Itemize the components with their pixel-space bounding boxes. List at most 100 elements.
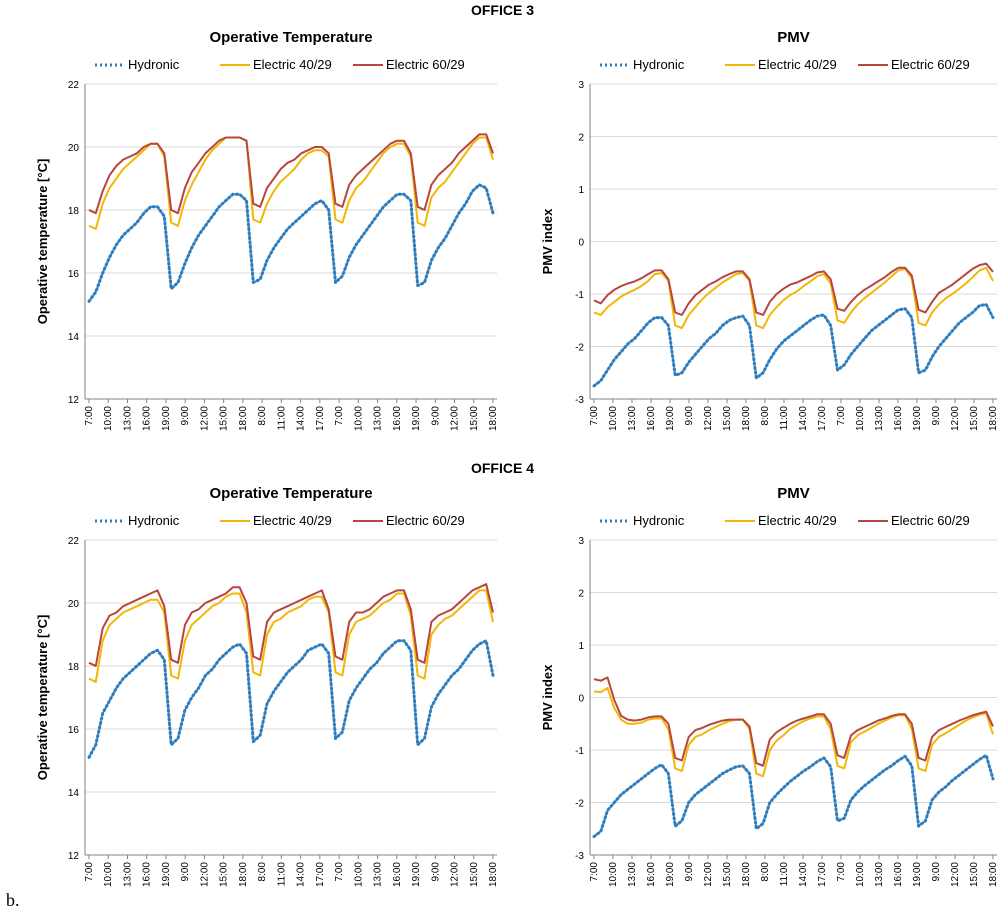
x-tick-label: 18:00 [488, 862, 499, 887]
x-tick-label: 10:00 [103, 406, 114, 431]
y-tick-label: -1 [575, 290, 584, 301]
x-tick-label: 14:00 [296, 406, 307, 431]
x-tick-label: 9:00 [684, 406, 695, 426]
x-tick-label: 18:00 [741, 406, 752, 431]
x-tick-label: 9:00 [430, 406, 441, 426]
chart-svg: Operative Temperature Hydronic Electric 40… [35, 485, 499, 887]
legend: Hydronic Electric 40/29 Electric 60/29 [600, 513, 970, 528]
x-tick-label: 19:00 [161, 862, 172, 887]
office-4-title: OFFICE 4 [470, 460, 534, 476]
x-tick-label: 9:00 [684, 862, 695, 882]
x-tick-label: 10:00 [103, 862, 114, 887]
x-tick-label: 12:00 [450, 406, 461, 431]
series-line-electric-40-29 [88, 589, 494, 683]
y-tick-label: 3 [578, 536, 584, 547]
x-tick-label: 16:00 [392, 862, 403, 887]
x-tick-label: 15:00 [219, 406, 230, 431]
y-tick-label: 20 [68, 143, 80, 154]
x-tick-label: 17:00 [817, 406, 828, 431]
x-tick-label: 18:00 [488, 406, 499, 431]
y-tick-label: 14 [68, 332, 80, 343]
x-tick-label: 8:00 [257, 862, 268, 882]
chart-title: PMV [777, 29, 810, 46]
legend-label: Hydronic [633, 513, 685, 528]
series-line-hydronic [592, 303, 995, 388]
x-tick-label: 8:00 [760, 862, 771, 882]
x-tick-label: 13:00 [874, 862, 885, 887]
x-tick-label: 12:00 [703, 862, 714, 887]
x-tick-label: 13:00 [874, 406, 885, 431]
legend: Hydronic Electric 40/29 Electric 60/29 [600, 57, 970, 72]
x-tick-label: 11:00 [276, 406, 287, 431]
x-tick-label: 8:00 [760, 406, 771, 426]
x-tick-label: 15:00 [722, 406, 733, 431]
x-tick-label: 18:00 [238, 406, 249, 431]
series-line-hydronic [592, 753, 995, 839]
y-axis-label: Operative temperature [°C] [35, 615, 50, 781]
x-tick-label: 19:00 [161, 406, 172, 431]
office-3-title: OFFICE 3 [470, 2, 534, 18]
x-tick-label: 19:00 [411, 406, 422, 431]
x-tick-label: 7:00 [84, 406, 95, 426]
x-tick-label: 19:00 [912, 862, 923, 887]
x-tick-label: 12:00 [950, 862, 961, 887]
x-tick-label: 7:00 [84, 862, 95, 882]
x-tick-label: 9:00 [180, 406, 191, 426]
x-tick-label: 11:00 [779, 406, 790, 431]
y-axis-label: Operative temperature [°C] [35, 159, 50, 325]
legend-label: Electric 60/29 [891, 57, 970, 72]
y-tick-label: -3 [575, 395, 584, 406]
x-tick-label: 18:00 [988, 406, 999, 431]
y-tick-label: 2 [578, 589, 584, 600]
panel-label: b. [6, 890, 20, 910]
legend: Hydronic Electric 40/29 Electric 60/29 [95, 513, 465, 528]
x-tick-label: 10:00 [855, 406, 866, 431]
legend-label: Electric 60/29 [891, 513, 970, 528]
x-tick-label: 9:00 [180, 862, 191, 882]
y-tick-label: 16 [68, 269, 80, 280]
x-tick-label: 16:00 [646, 406, 657, 431]
y-tick-label: 2 [578, 133, 584, 144]
x-tick-label: 12:00 [199, 406, 210, 431]
y-tick-label: -2 [575, 799, 584, 810]
x-tick-label: 10:00 [353, 862, 364, 887]
x-tick-label: 14:00 [798, 862, 809, 887]
y-tick-label: 18 [68, 206, 80, 217]
y-tick-label: 16 [68, 725, 80, 736]
x-tick-label: 15:00 [969, 862, 980, 887]
x-tick-label: 10:00 [608, 862, 619, 887]
x-tick-label: 16:00 [142, 862, 153, 887]
x-tick-label: 18:00 [988, 862, 999, 887]
y-tick-label: 18 [68, 662, 80, 673]
x-tick-label: 9:00 [931, 406, 942, 426]
legend-label: Electric 40/29 [758, 57, 837, 72]
x-tick-label: 13:00 [122, 862, 133, 887]
y-tick-label: 0 [578, 694, 584, 705]
legend-label: Hydronic [128, 57, 180, 72]
chart-title: Operative Temperature [209, 29, 372, 46]
x-tick-label: 19:00 [665, 406, 676, 431]
series-line-electric-60-29 [88, 133, 494, 215]
x-tick-label: 15:00 [469, 406, 480, 431]
x-tick-label: 10:00 [353, 406, 364, 431]
chart-svg: PMV Hydronic Electric 40/29 Electric 60/29 -… [540, 29, 999, 431]
x-tick-label: 11:00 [276, 862, 287, 887]
legend-label: Electric 60/29 [386, 513, 465, 528]
x-tick-label: 7:00 [334, 862, 345, 882]
y-tick-label: -2 [575, 343, 584, 354]
y-tick-label: 22 [68, 80, 80, 91]
x-tick-label: 16:00 [893, 406, 904, 431]
x-tick-label: 10:00 [608, 406, 619, 431]
x-tick-label: 7:00 [836, 862, 847, 882]
legend-label: Electric 60/29 [386, 57, 465, 72]
x-tick-label: 13:00 [627, 862, 638, 887]
series-line-electric-60-29 [88, 583, 494, 667]
x-tick-label: 19:00 [665, 862, 676, 887]
chart-title: Operative Temperature [209, 485, 372, 502]
series-line-electric-40-29 [593, 687, 994, 778]
x-tick-label: 15:00 [969, 406, 980, 431]
x-tick-label: 16:00 [392, 406, 403, 431]
x-tick-label: 17:00 [817, 862, 828, 887]
x-tick-label: 7:00 [589, 862, 600, 882]
chart-svg: PMV Hydronic Electric 40/29 Electric 60/29 -… [540, 485, 999, 887]
